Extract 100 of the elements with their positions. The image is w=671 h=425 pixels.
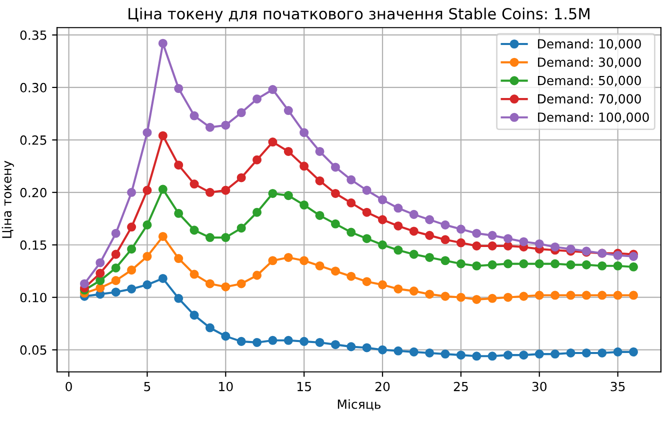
point — [330, 162, 340, 172]
point — [96, 276, 105, 286]
point — [111, 288, 120, 297]
point — [503, 350, 513, 360]
point — [362, 277, 372, 286]
point — [472, 241, 482, 250]
point — [190, 310, 199, 320]
point — [284, 146, 293, 156]
point — [127, 244, 136, 254]
point — [236, 336, 246, 346]
point — [362, 208, 372, 217]
legend-label: Demand: 50,000 — [538, 76, 641, 87]
point — [456, 292, 466, 302]
point — [127, 284, 136, 294]
point — [221, 233, 230, 242]
point — [613, 290, 622, 300]
point — [394, 346, 403, 356]
x-tick-label: 5 — [144, 382, 150, 392]
point — [534, 290, 544, 300]
point — [300, 128, 309, 138]
point — [440, 256, 450, 266]
point — [111, 263, 120, 272]
point — [425, 215, 434, 224]
point — [315, 210, 324, 220]
point — [488, 230, 497, 240]
x-tick-label: 15 — [298, 382, 311, 392]
point — [252, 208, 262, 217]
point — [550, 290, 560, 300]
point — [425, 348, 434, 358]
point — [252, 155, 262, 164]
point — [221, 332, 230, 341]
legend-label: Demand: 100,000 — [538, 112, 649, 124]
point — [111, 250, 120, 259]
point — [346, 272, 356, 281]
point — [268, 85, 278, 94]
y-tick-label: 0.10 — [20, 292, 46, 302]
y-tick-label: 0.25 — [20, 135, 46, 145]
point — [519, 350, 528, 360]
point — [221, 186, 230, 195]
point — [456, 224, 466, 234]
point — [315, 176, 324, 186]
point — [284, 336, 293, 345]
point — [284, 191, 293, 200]
point — [503, 241, 513, 250]
y-axis-title: Ціна токену — [2, 160, 14, 238]
point — [409, 286, 418, 296]
point — [394, 246, 403, 255]
point — [582, 290, 591, 300]
x-tick-label: 10 — [219, 382, 233, 392]
point — [378, 240, 388, 250]
point — [378, 195, 388, 204]
point — [488, 260, 497, 270]
point — [534, 239, 544, 248]
point — [127, 222, 136, 232]
x-tick-label: 25 — [454, 382, 468, 392]
point — [488, 294, 497, 303]
point — [550, 242, 560, 252]
point — [190, 226, 199, 235]
point — [268, 138, 278, 147]
point — [409, 226, 418, 236]
point — [566, 290, 576, 300]
point — [534, 350, 544, 359]
point — [252, 338, 262, 347]
point — [425, 290, 434, 299]
point — [158, 184, 168, 194]
point — [550, 259, 560, 268]
point — [190, 179, 199, 189]
x-tick-label: 35 — [610, 382, 625, 392]
point — [330, 188, 340, 198]
point — [236, 279, 246, 288]
point — [378, 215, 388, 224]
point — [472, 228, 482, 238]
point — [300, 200, 309, 210]
point — [566, 348, 576, 358]
point — [127, 266, 136, 275]
point — [472, 352, 482, 361]
point — [394, 221, 403, 231]
point — [111, 276, 120, 286]
point — [174, 208, 184, 218]
point — [205, 323, 214, 332]
point — [346, 198, 356, 208]
point — [472, 294, 482, 304]
point — [488, 241, 497, 250]
x-tick-label: 0 — [66, 382, 72, 392]
point — [142, 186, 152, 195]
point — [127, 188, 136, 197]
point — [503, 259, 513, 268]
point — [519, 259, 528, 268]
point — [362, 234, 372, 244]
point — [456, 259, 466, 268]
point — [190, 111, 199, 120]
point — [346, 228, 356, 237]
point — [330, 219, 340, 228]
point — [111, 228, 120, 238]
y-tick-label: 0.35 — [20, 30, 46, 40]
point — [252, 270, 262, 280]
point — [96, 283, 105, 292]
point — [96, 268, 105, 278]
point — [582, 260, 591, 270]
point — [158, 131, 168, 140]
